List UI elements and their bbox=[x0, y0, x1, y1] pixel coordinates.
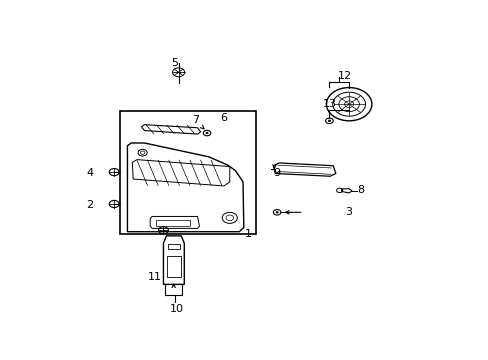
Text: 9: 9 bbox=[273, 168, 280, 179]
Text: 10: 10 bbox=[169, 304, 183, 314]
Text: 8: 8 bbox=[356, 185, 364, 195]
Text: 12: 12 bbox=[338, 72, 352, 81]
Text: 2: 2 bbox=[86, 201, 93, 210]
Text: 11: 11 bbox=[148, 273, 162, 283]
Bar bbox=[120, 111, 256, 234]
Text: 5: 5 bbox=[171, 58, 178, 68]
Text: 3: 3 bbox=[345, 207, 352, 217]
Text: 13: 13 bbox=[323, 99, 337, 109]
Text: 7: 7 bbox=[192, 115, 199, 125]
Text: 4: 4 bbox=[86, 168, 93, 179]
Bar bbox=[167, 256, 180, 278]
Text: 1: 1 bbox=[244, 229, 252, 239]
Circle shape bbox=[275, 211, 278, 213]
Text: 6: 6 bbox=[220, 113, 227, 123]
Bar bbox=[168, 244, 180, 249]
Circle shape bbox=[205, 132, 208, 134]
Circle shape bbox=[327, 120, 330, 122]
Bar bbox=[156, 220, 189, 226]
